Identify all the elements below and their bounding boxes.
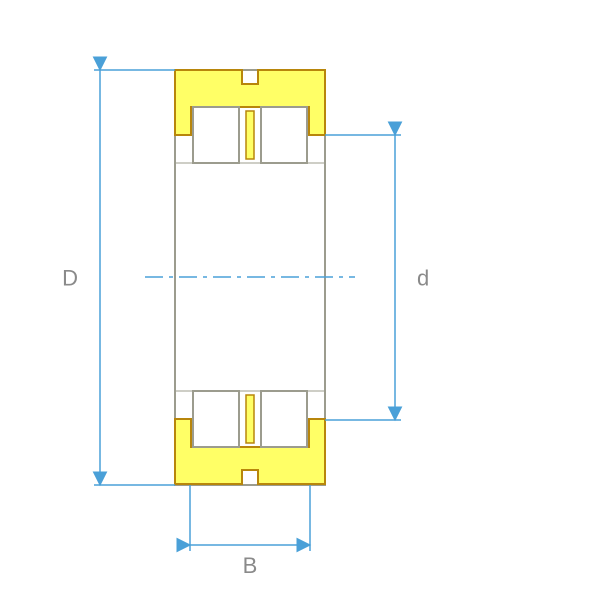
label-inner-diameter: d bbox=[417, 266, 429, 291]
roller-top-right bbox=[261, 107, 307, 163]
cage-top bbox=[246, 111, 254, 159]
roller-bottom-right bbox=[261, 391, 307, 447]
label-width: B bbox=[243, 553, 258, 578]
cage-bottom bbox=[246, 395, 254, 443]
roller-top-left bbox=[193, 107, 239, 163]
roller-bottom-left bbox=[193, 391, 239, 447]
label-outer-diameter: D bbox=[62, 266, 78, 291]
